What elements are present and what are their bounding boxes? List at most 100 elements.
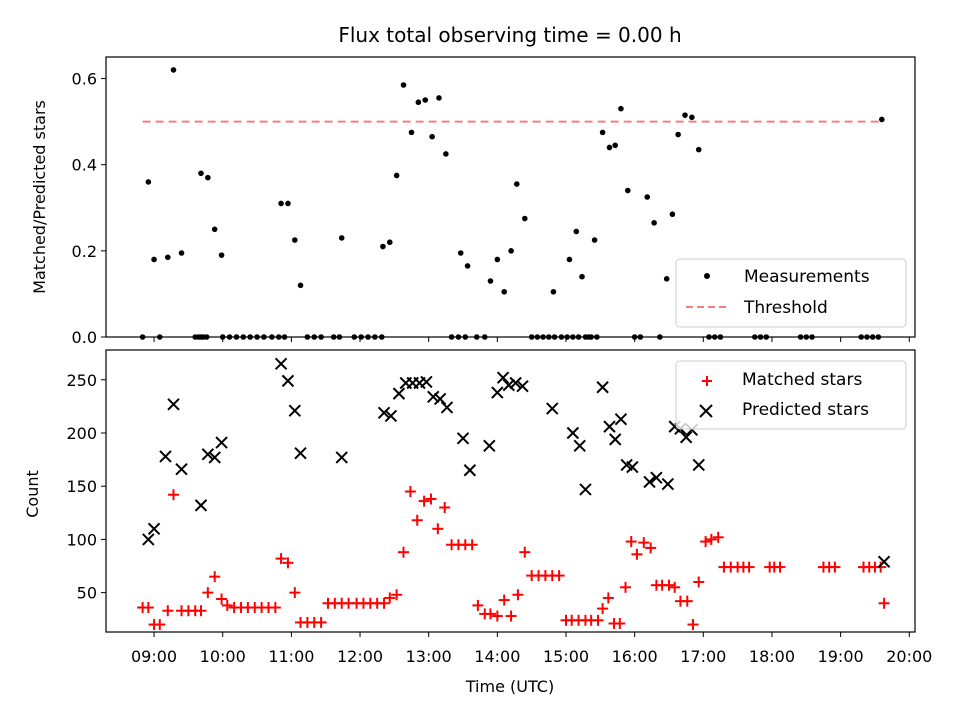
bottom-legend-box — [675, 360, 907, 430]
measurement-point — [415, 99, 422, 106]
predicted-star-point — [208, 451, 221, 464]
matched-star-point — [743, 561, 755, 573]
measurement-point — [669, 211, 676, 218]
measurement-point — [338, 235, 345, 241]
legend-predicted-label: Predicted stars — [742, 400, 869, 420]
measurement-point — [464, 263, 471, 269]
predicted-star-point — [147, 522, 161, 535]
measurement-point — [393, 172, 400, 179]
measurement-point — [218, 252, 225, 258]
x-tick-label: 11:00 — [268, 647, 314, 666]
measurement-point — [278, 200, 284, 207]
matched-star-point — [631, 548, 643, 560]
legend-predicted-marker — [699, 404, 713, 418]
matched-star-point — [687, 619, 699, 631]
matched-star-point — [411, 514, 423, 526]
matched-star-point — [829, 561, 841, 573]
matched-star-point — [384, 592, 396, 604]
x-tick-label: 17:00 — [680, 647, 726, 666]
matched-star-point — [195, 605, 207, 617]
matched-star-point — [663, 579, 675, 591]
predicted-star-point — [546, 402, 559, 415]
predicted-star-point — [643, 475, 656, 489]
legend-matched-marker — [702, 376, 712, 386]
predicted-star-point — [335, 451, 348, 464]
top-legend: Measurements Threshold — [675, 258, 907, 328]
chart-title: Flux total observing time = 0.00 h — [338, 23, 681, 47]
matched-star-point — [425, 493, 437, 505]
predicted-star-point — [440, 401, 454, 414]
matched-star-point — [378, 597, 390, 609]
measurement-point — [879, 116, 885, 123]
matched-star-point — [512, 589, 524, 601]
matched-star-point — [404, 486, 416, 498]
measurement-point — [436, 95, 442, 101]
predicted-star-point — [201, 448, 215, 461]
matched-star-point — [289, 587, 301, 599]
predicted-star-point — [167, 398, 180, 411]
measurement-point — [487, 278, 494, 284]
matched-star-point — [275, 553, 287, 565]
matched-star-point — [645, 542, 657, 554]
bottom-legend: Matched stars Predicted stars — [675, 360, 907, 430]
predicted-star-point — [483, 439, 496, 452]
legend-measurements-marker — [704, 273, 710, 279]
predicted-star-point — [573, 439, 586, 452]
matched-star-point — [439, 501, 451, 513]
top-y-tick-label: 0.4 — [72, 156, 97, 175]
measurement-point — [651, 220, 657, 226]
predicted-star-point — [692, 458, 705, 472]
predicted-star-point — [502, 378, 515, 392]
predicted-star-point — [384, 409, 398, 423]
matched-star-point — [202, 587, 214, 599]
matched-star-point — [614, 617, 626, 629]
predicted-star-point — [288, 404, 302, 417]
matched-star-point — [693, 576, 705, 588]
measurement-point — [422, 97, 429, 103]
top-panel: 0.0 0.2 0.4 0.6 Matched/Predicted stars Mea… — [30, 56, 916, 347]
measurement-point — [292, 237, 298, 243]
predicted-star-point — [456, 432, 470, 445]
matched-star-point — [269, 602, 281, 614]
predicted-star-point — [463, 464, 477, 477]
matched-star-point — [700, 536, 712, 548]
matched-star-point — [705, 533, 717, 545]
matched-star-point — [466, 539, 478, 551]
measurement-point — [663, 276, 670, 282]
predicted-star-point — [392, 387, 406, 400]
predicted-star-point — [274, 357, 288, 371]
matched-star-point — [142, 602, 154, 614]
predicted-star-point — [215, 436, 228, 449]
legend-measurements-label: Measurements — [744, 267, 870, 287]
matched-star-point — [597, 603, 609, 615]
x-tick-label: 13:00 — [406, 647, 452, 666]
x-tick-label: 18:00 — [749, 647, 795, 666]
measurement-point — [380, 243, 386, 250]
predicted-star-point — [496, 371, 510, 384]
measurement-point — [695, 146, 702, 153]
measurement-point — [211, 226, 218, 233]
x-tick-label: 09:00 — [131, 647, 177, 666]
measurement-point — [164, 254, 171, 261]
measurement-point — [400, 82, 407, 88]
bottom-y-tick-label: 150 — [66, 477, 97, 496]
x-tick-label: 15:00 — [543, 647, 589, 666]
predicted-star-point — [877, 555, 891, 568]
matched-star-point — [282, 557, 294, 569]
matched-star-point — [472, 599, 484, 611]
measurement-point — [599, 129, 606, 136]
measurement-point — [644, 194, 651, 200]
matched-star-point — [491, 610, 503, 622]
matched-star-point — [221, 599, 233, 611]
measurement-point — [522, 215, 528, 222]
measurement-point — [573, 228, 580, 235]
matched-star-point — [398, 546, 410, 558]
predicted-star-point — [281, 374, 295, 388]
measurement-point — [408, 129, 415, 136]
measurement-point — [205, 174, 211, 181]
measurement-point — [591, 237, 598, 243]
matched-star-point — [625, 536, 637, 548]
measurement-point — [579, 273, 585, 280]
top-y-ticks: 0.0 0.2 0.4 0.6 — [72, 70, 106, 347]
